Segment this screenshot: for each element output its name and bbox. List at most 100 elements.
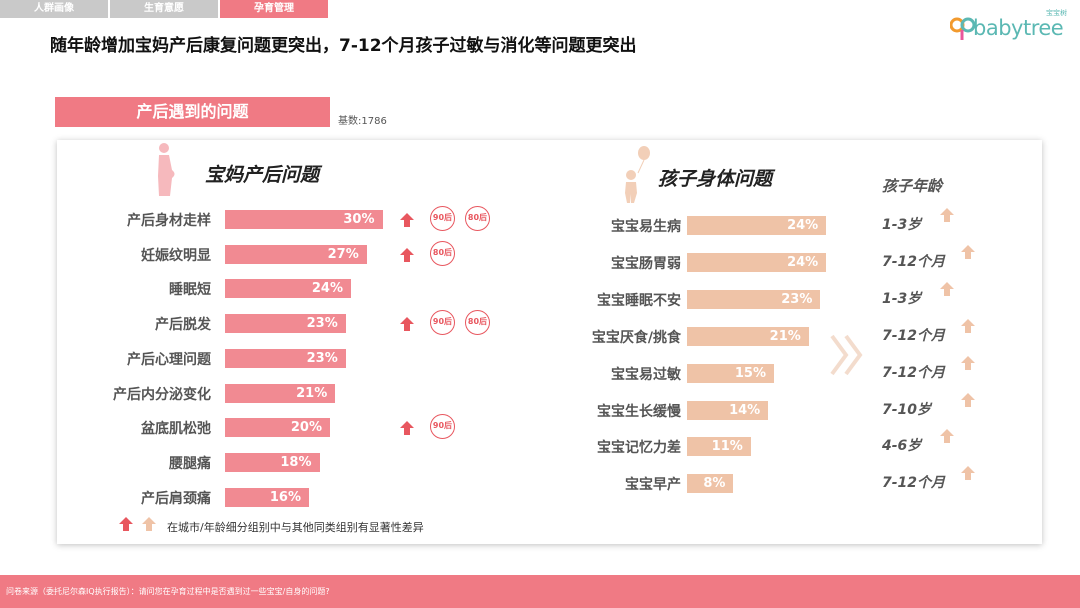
age-group-badge: 90后 — [430, 414, 455, 440]
child-age-label: 7-12个月 — [882, 364, 946, 381]
child-section-title: 孩子身体问题 — [658, 168, 773, 190]
mother-bar-value: 21% — [296, 385, 328, 401]
tab-persona[interactable]: 人群画像 — [0, 0, 108, 18]
child-age-label: 7-10岁 — [882, 401, 932, 418]
chevron-right-icon — [830, 334, 863, 376]
mother-bar: 30% — [225, 210, 383, 229]
age-group-badge: 90后 — [430, 310, 455, 336]
chart-panel — [57, 140, 1042, 544]
child-age-label: 7-12个月 — [882, 327, 946, 344]
significance-up-arrow-icon — [400, 247, 414, 262]
child-bar: 21% — [687, 326, 809, 346]
significance-up-arrow-icon — [961, 244, 975, 259]
babytree-logo: babytree 宝宝树 — [950, 8, 1075, 42]
child-bar-value: 23% — [781, 291, 813, 307]
mother-category-label: 盆底肌松弛 — [141, 421, 211, 438]
mother-bar: 23% — [225, 348, 346, 368]
child-category-label: 宝宝肠胃弱 — [611, 255, 681, 272]
significance-up-arrow-icon — [940, 208, 954, 222]
child-category-label: 宝宝易生病 — [611, 219, 681, 235]
mother-bar-value: 23% — [306, 316, 338, 332]
mother-bar-value: 18% — [280, 454, 312, 470]
legend-tan-arrow-icon — [142, 517, 156, 531]
logo-mark-icon — [950, 17, 976, 40]
mother-bar-value: 23% — [306, 350, 338, 366]
child-bar-value: 8% — [703, 476, 726, 492]
child-age-label: 7-12个月 — [882, 253, 946, 270]
mother-bar-value: 30% — [343, 212, 375, 227]
child-balloon-icon — [625, 146, 650, 203]
mother-bar: 18% — [225, 452, 320, 472]
mother-category-label: 产后心理问题 — [127, 351, 211, 368]
legend-note: 在城市/年龄细分组别中与其他同类组别有显著性差异 — [167, 521, 424, 534]
mother-bar-value: 20% — [290, 420, 322, 436]
mother-category-label: 产后身材走样 — [127, 213, 211, 229]
child-bar: 8% — [687, 474, 734, 494]
mother-bar: 16% — [225, 487, 309, 507]
mother-bar: 20% — [225, 418, 330, 438]
child-age-header: 孩子年龄 — [882, 177, 943, 195]
mother-bar: 23% — [225, 314, 346, 334]
age-group-badge: 80后 — [465, 206, 490, 231]
significance-up-arrow-icon — [961, 466, 975, 481]
footer-bar: 问卷来源（委托尼尔森IQ执行报告）：请问您在孕育过程中是否遇到过一些宝宝/自身的… — [0, 575, 1080, 608]
logo-cn-text: 宝宝树 — [1046, 9, 1067, 17]
age-group-badge: 80后 — [465, 310, 490, 336]
mother-category-label: 产后内分泌变化 — [113, 386, 211, 403]
age-group-badge: 90后 — [430, 206, 455, 231]
child-bar: 24% — [687, 216, 827, 235]
significance-up-arrow-icon — [961, 355, 975, 370]
child-bar: 24% — [687, 252, 827, 272]
mother-category-label: 产后肩颈痛 — [141, 490, 211, 507]
tab-bar: 人群画像 生育意愿 孕育管理 — [0, 0, 330, 18]
child-age-label: 1-3岁 — [882, 290, 922, 307]
significance-up-arrow-icon — [400, 317, 414, 332]
age-group-badge: 80后 — [430, 240, 455, 266]
child-bar-value: 21% — [769, 328, 801, 344]
child-bar: 11% — [687, 437, 751, 457]
child-bar-value: 14% — [729, 402, 761, 418]
pregnant-woman-icon — [158, 143, 175, 196]
sample-base: 基数:1786 — [338, 116, 387, 127]
footer-source: 问卷来源（委托尼尔森IQ执行报告）：请问您在孕育过程中是否遇到过一些宝宝/自身的… — [6, 587, 330, 596]
child-bar-value: 24% — [787, 254, 819, 270]
mother-bar: 21% — [225, 383, 336, 403]
significance-up-arrow-icon — [400, 213, 414, 227]
mother-bar: 27% — [225, 244, 367, 264]
child-bar-value: 11% — [711, 439, 743, 455]
tab-parenting-management[interactable]: 孕育管理 — [220, 0, 328, 18]
significance-up-arrow-icon — [961, 392, 975, 407]
child-bar: 14% — [687, 400, 769, 420]
page-title: 随年龄增加宝妈产后康复问题更突出，7-12个月孩子过敏与消化等问题更突出 — [50, 36, 637, 56]
significance-up-arrow-icon — [961, 318, 975, 333]
mother-bar: 24% — [225, 279, 351, 299]
significance-up-arrow-icon — [400, 421, 414, 436]
tab-fertility-intent[interactable]: 生育意愿 — [110, 0, 218, 18]
child-category-label: 宝宝生长缓慢 — [597, 403, 681, 420]
child-category-label: 宝宝厌食/挑食 — [591, 329, 681, 346]
child-age-label: 1-3岁 — [882, 217, 922, 233]
section-banner: 产后遇到的问题 — [55, 97, 330, 127]
child-bar: 15% — [687, 363, 774, 383]
mother-category-label: 腰腿痛 — [169, 455, 211, 472]
significance-up-arrow-icon — [940, 281, 954, 296]
child-bar-value: 15% — [734, 365, 766, 381]
mother-category-label: 产后脱发 — [155, 317, 211, 334]
mother-bar-value: 16% — [269, 489, 301, 505]
child-category-label: 宝宝易过敏 — [611, 366, 681, 383]
mother-bar-value: 27% — [327, 246, 359, 262]
significance-up-arrow-icon — [940, 429, 954, 444]
mother-bar-value: 24% — [311, 281, 343, 297]
child-bar: 23% — [687, 289, 821, 309]
child-age-label: 7-12个月 — [882, 475, 946, 492]
child-bar-value: 24% — [787, 218, 819, 233]
logo-wordmark: babytree — [973, 16, 1064, 40]
child-category-label: 宝宝睡眠不安 — [597, 292, 681, 309]
mother-section-title: 宝妈产后问题 — [205, 164, 320, 186]
mother-category-label: 睡眠短 — [169, 282, 211, 299]
mother-category-label: 妊娠纹明显 — [141, 247, 211, 264]
child-category-label: 宝宝记忆力差 — [597, 440, 681, 457]
child-category-label: 宝宝早产 — [625, 477, 681, 494]
child-age-label: 4-6岁 — [882, 438, 922, 455]
